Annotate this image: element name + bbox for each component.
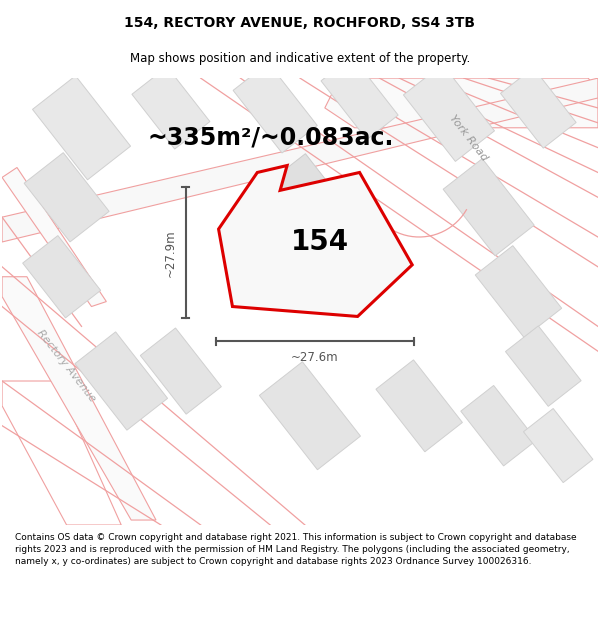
Polygon shape [2,78,598,242]
Polygon shape [132,67,210,149]
Polygon shape [2,168,106,306]
Polygon shape [461,386,536,466]
Text: York Road: York Road [448,112,490,162]
Polygon shape [233,63,317,153]
Polygon shape [500,68,576,148]
Polygon shape [235,154,385,311]
Polygon shape [505,326,581,406]
Polygon shape [403,64,494,161]
Polygon shape [2,381,121,525]
Polygon shape [321,56,398,139]
Polygon shape [2,277,156,520]
Polygon shape [523,409,593,482]
Text: 154: 154 [291,228,349,256]
Polygon shape [325,78,598,128]
Text: Map shows position and indicative extent of the property.: Map shows position and indicative extent… [130,52,470,65]
Text: 154, RECTORY AVENUE, ROCHFORD, SS4 3TB: 154, RECTORY AVENUE, ROCHFORD, SS4 3TB [125,16,476,31]
Polygon shape [259,362,361,470]
Polygon shape [23,236,101,318]
Polygon shape [475,246,562,338]
Text: Contains OS data © Crown copyright and database right 2021. This information is : Contains OS data © Crown copyright and d… [15,533,577,566]
Text: ~27.6m: ~27.6m [291,351,339,364]
Text: Rectory Avenue: Rectory Avenue [35,328,98,404]
Polygon shape [443,159,534,256]
Polygon shape [140,328,221,414]
Text: ~27.9m: ~27.9m [163,229,176,277]
Polygon shape [376,360,463,452]
Polygon shape [32,76,131,180]
Polygon shape [75,332,167,430]
Polygon shape [24,152,109,242]
Polygon shape [218,166,412,316]
Text: ~335m²/~0.083ac.: ~335m²/~0.083ac. [147,126,394,150]
